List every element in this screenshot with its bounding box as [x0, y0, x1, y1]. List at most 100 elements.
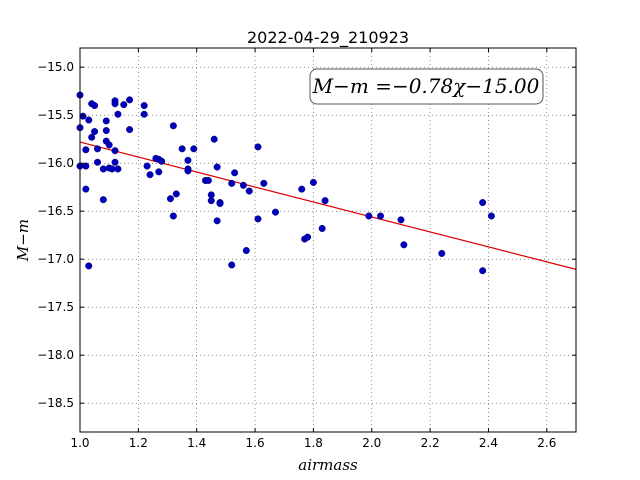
data-point	[169, 212, 177, 220]
data-point	[228, 179, 236, 187]
data-point	[114, 110, 122, 118]
data-point	[143, 162, 151, 170]
x-tick-label: 2.6	[537, 436, 556, 450]
data-point	[102, 127, 110, 135]
x-tick-label: 1.6	[246, 436, 265, 450]
data-point	[85, 116, 93, 124]
x-axis-label: airmass	[298, 456, 358, 474]
data-point	[318, 224, 326, 232]
data-point	[184, 167, 192, 175]
x-tick-label: 2.2	[421, 436, 440, 450]
data-points	[76, 91, 495, 275]
x-tick-label: 2.0	[362, 436, 381, 450]
data-point	[126, 96, 134, 104]
data-point	[114, 165, 122, 173]
y-tick-labels: −15.0 −15.5 −16.0 −16.5 −17.0 −17.5 −18.0 −18.5	[37, 60, 74, 410]
data-point	[254, 143, 262, 151]
data-point	[99, 196, 107, 204]
data-point	[304, 233, 312, 241]
data-point	[108, 165, 116, 173]
data-point	[184, 156, 192, 164]
plot-frame	[79, 47, 577, 433]
data-point	[172, 190, 180, 198]
annotation-text: M−m =−0.78χ−15.00	[312, 74, 540, 98]
data-point	[365, 212, 373, 220]
data-point	[111, 147, 119, 155]
data-point	[210, 135, 218, 143]
data-point	[377, 212, 385, 220]
plot-area	[76, 47, 577, 433]
y-axis-label: M−m	[14, 219, 32, 262]
data-point	[438, 249, 446, 257]
data-point	[169, 122, 177, 130]
data-point	[105, 141, 113, 149]
data-point	[158, 157, 166, 165]
data-point	[82, 185, 90, 193]
x-tick-label: 1.0	[70, 436, 89, 450]
data-point	[228, 261, 236, 269]
data-point	[204, 176, 212, 184]
data-point	[479, 199, 487, 207]
data-point	[120, 101, 128, 109]
grid	[79, 48, 576, 432]
y-tick-label: −15.5	[37, 108, 74, 122]
data-point	[207, 197, 215, 205]
data-point	[146, 171, 154, 179]
y-tick-label: −16.5	[37, 204, 74, 218]
data-point	[111, 158, 119, 166]
x-tick-label: 1.2	[129, 436, 148, 450]
y-tick-label: −16.0	[37, 156, 74, 170]
data-point	[94, 158, 102, 166]
data-point	[79, 112, 87, 120]
data-point	[126, 126, 134, 134]
data-point	[487, 212, 495, 220]
data-point	[102, 117, 110, 125]
data-point	[88, 133, 96, 141]
y-tick-label: −17.5	[37, 300, 74, 314]
y-tick-label: −15.0	[37, 60, 74, 74]
data-point	[245, 187, 253, 195]
data-point	[166, 195, 174, 203]
y-tick-label: −18.0	[37, 348, 74, 362]
data-point	[91, 128, 99, 136]
data-point	[94, 145, 102, 153]
data-point	[239, 181, 247, 189]
data-point	[298, 185, 306, 193]
x-tick-label: 1.8	[304, 436, 323, 450]
data-point	[99, 165, 107, 173]
data-point	[85, 262, 93, 270]
data-point	[82, 162, 90, 170]
data-point	[213, 217, 221, 225]
data-point	[397, 216, 405, 224]
data-point	[260, 179, 268, 187]
data-point	[178, 145, 186, 153]
data-point	[321, 197, 329, 205]
data-point	[140, 110, 148, 118]
x-tick-labels: 1.0 1.2 1.4 1.6 1.8 2.0 2.2 2.4 2.6	[70, 436, 556, 450]
data-point	[271, 208, 279, 216]
plot-background	[80, 48, 576, 432]
data-point	[479, 267, 487, 275]
data-point	[216, 200, 224, 208]
data-point	[213, 163, 221, 171]
data-point	[91, 102, 99, 110]
data-point	[231, 169, 239, 177]
data-point	[254, 215, 262, 223]
data-point	[309, 178, 317, 186]
y-tick-label: −18.5	[37, 396, 74, 410]
data-point	[242, 247, 250, 255]
chart-title: 2022-04-29_210923	[247, 28, 409, 48]
y-tick-label: −17.0	[37, 252, 74, 266]
annotation-box	[309, 68, 544, 105]
x-tick-label: 1.4	[187, 436, 206, 450]
data-point	[400, 241, 408, 249]
data-point	[82, 146, 90, 154]
fit-annotation: M−m =−0.78χ−15.00	[309, 68, 544, 105]
x-tick-label: 2.4	[479, 436, 498, 450]
data-point	[190, 145, 198, 153]
data-point	[140, 102, 148, 110]
data-point	[111, 100, 119, 108]
axis-ticks	[79, 48, 576, 432]
data-point	[155, 168, 163, 176]
